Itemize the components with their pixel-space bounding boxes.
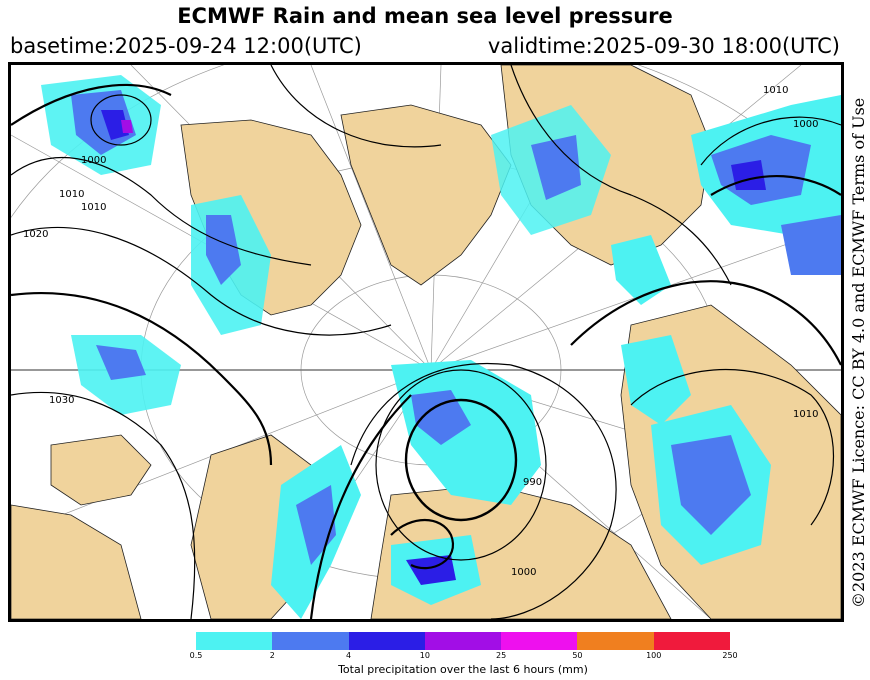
legend-tick: 4 — [346, 651, 352, 660]
map-title: ECMWF Rain and mean sea level pressure — [177, 4, 673, 28]
legend-swatch — [196, 632, 273, 650]
map-canvas: 1010 1000 1010 1020 1030 1010 1010 990 1… — [11, 65, 841, 619]
legend-tick: 100 — [646, 651, 662, 660]
iceland — [50, 434, 152, 506]
legend-tick: 50 — [572, 651, 583, 660]
isobar-labels: 1010 1000 1010 1020 1030 1010 1010 990 1… — [23, 85, 818, 578]
legend-swatch — [348, 632, 425, 650]
legend-swatch — [501, 632, 578, 650]
canadian-archipelago — [340, 104, 512, 286]
isobar-label: 1010 — [793, 409, 818, 420]
european-coast — [11, 504, 142, 619]
legend-swatch — [424, 632, 502, 650]
legend-caption: Total precipitation over the last 6 hour… — [338, 663, 588, 676]
precipitation-legend — [196, 632, 730, 650]
isobar-label: 990 — [523, 477, 542, 488]
legend-swatch — [653, 632, 730, 650]
legend-tick: 2 — [269, 651, 275, 660]
legend-tick: 0.5 — [189, 651, 203, 660]
legend-tick: 250 — [722, 651, 738, 660]
legend-tick: 10 — [419, 651, 430, 660]
legend-swatch — [272, 632, 349, 650]
isobar-label: 1000 — [81, 155, 106, 166]
legend-tick: 25 — [496, 651, 507, 660]
forecast-map[interactable]: 1010 1000 1010 1020 1030 1010 1010 990 1… — [8, 62, 844, 622]
legend-swatch — [577, 632, 654, 650]
isobar-label: 1000 — [793, 119, 818, 130]
basetime-label: basetime:2025-09-24 12:00(UTC) — [10, 34, 362, 58]
isobar-label: 1020 — [23, 229, 48, 240]
isobar-label: 1030 — [49, 395, 74, 406]
legend-ticks: 0.5 2 4 10 25 50 100 250 — [190, 651, 738, 663]
licence-text: ©2023 ECMWF Licence: CC BY 4.0 and ECMWF… — [849, 97, 868, 608]
precipitation-field — [41, 75, 841, 619]
isobar-label: 1000 — [511, 567, 536, 578]
isobars — [11, 65, 841, 619]
isobar-label: 1010 — [81, 202, 106, 213]
validtime-label: validtime:2025-09-30 18:00(UTC) — [487, 34, 840, 58]
isobar-label: 1010 — [763, 85, 788, 96]
isobar-label: 1010 — [59, 189, 84, 200]
